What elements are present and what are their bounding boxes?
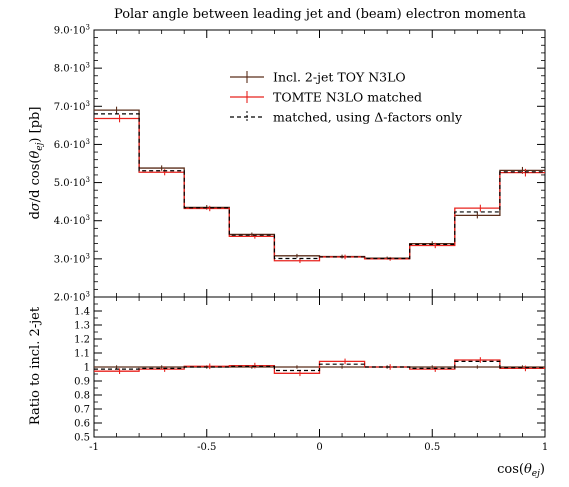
main-y-ticks: 2.0·103 3.0·103 4.0·103 5.0·103 6.0·103 7.0·1… (54, 24, 545, 304)
main-y-tick-label: 5.0·103 (54, 176, 90, 189)
x-axis-label: cos(θej) (497, 462, 545, 479)
ratio-series (94, 357, 545, 377)
ratio-y-tick-label: 1.4 (74, 307, 90, 318)
main-panel: 2.0·103 3.0·103 4.0·103 5.0·103 6.0·103 7.0·1… (54, 24, 546, 304)
main-series (94, 106, 545, 264)
ratio-y-tick-label: 1.3 (74, 321, 90, 332)
main-series-line-0 (94, 109, 545, 259)
ratio-x-ticks: -1 -0.5 0 0.5 1 (89, 297, 548, 453)
ratio-y-tick-label: 0.7 (74, 405, 90, 416)
main-y-tick-label: 9.0·103 (54, 24, 90, 37)
ratio-y-tick-label: 0.6 (74, 419, 90, 430)
ratio-y-tick-label: 0.5 (74, 433, 90, 444)
legend-label-0: Incl. 2-jet TOY N3LO (273, 70, 406, 85)
legend-label-2: matched, using Δ-factors only (273, 110, 463, 125)
legend-label-1: TOMTE N3LO matched (273, 90, 422, 105)
main-y-axis-label: dσ/d cos(θej) [pb] (28, 107, 45, 220)
main-y-tick-label: 7.0·103 (54, 100, 90, 113)
main-x-ticks (93, 30, 546, 297)
x-tick-label: -0.5 (197, 442, 216, 453)
ratio-y-tick-label: 1 (84, 363, 90, 374)
ratio-y-tick-label: 0.8 (74, 391, 90, 402)
ratio-y-tick-label: 1.2 (74, 335, 90, 346)
x-tick-label: 0.5 (424, 442, 440, 453)
main-y-tick-label: 8.0·103 (54, 62, 90, 75)
chart-title: Polar angle between leading jet and (bea… (114, 7, 526, 22)
ratio-panel: 0.5 0.6 0.7 0.8 0.9 1 1.1 1.2 1.3 1.4 -1 -0.5 0 0.5 1 (74, 296, 548, 453)
ratio-series-line-2 (94, 360, 545, 372)
ratio-y-axis-label: Ratio to incl. 2-jet (28, 306, 43, 425)
main-y-tick-label: 2.0·103 (54, 291, 90, 304)
x-tick-label: 1 (542, 442, 548, 453)
main-y-tick-label: 6.0·103 (54, 138, 90, 151)
legend: Incl. 2-jet TOY N3LO TOMTE N3LO matched ma… (230, 70, 463, 125)
x-tick-label: -1 (89, 442, 99, 453)
ratio-y-tick-label: 0.9 (74, 377, 90, 388)
main-y-tick-label: 3.0·103 (54, 252, 90, 265)
main-y-tick-label: 4.0·103 (54, 214, 90, 227)
x-tick-label: 0 (316, 442, 322, 453)
ratio-y-tick-label: 1.1 (74, 349, 90, 360)
main-series-line-2 (94, 113, 545, 260)
main-series-line-1 (94, 117, 545, 262)
